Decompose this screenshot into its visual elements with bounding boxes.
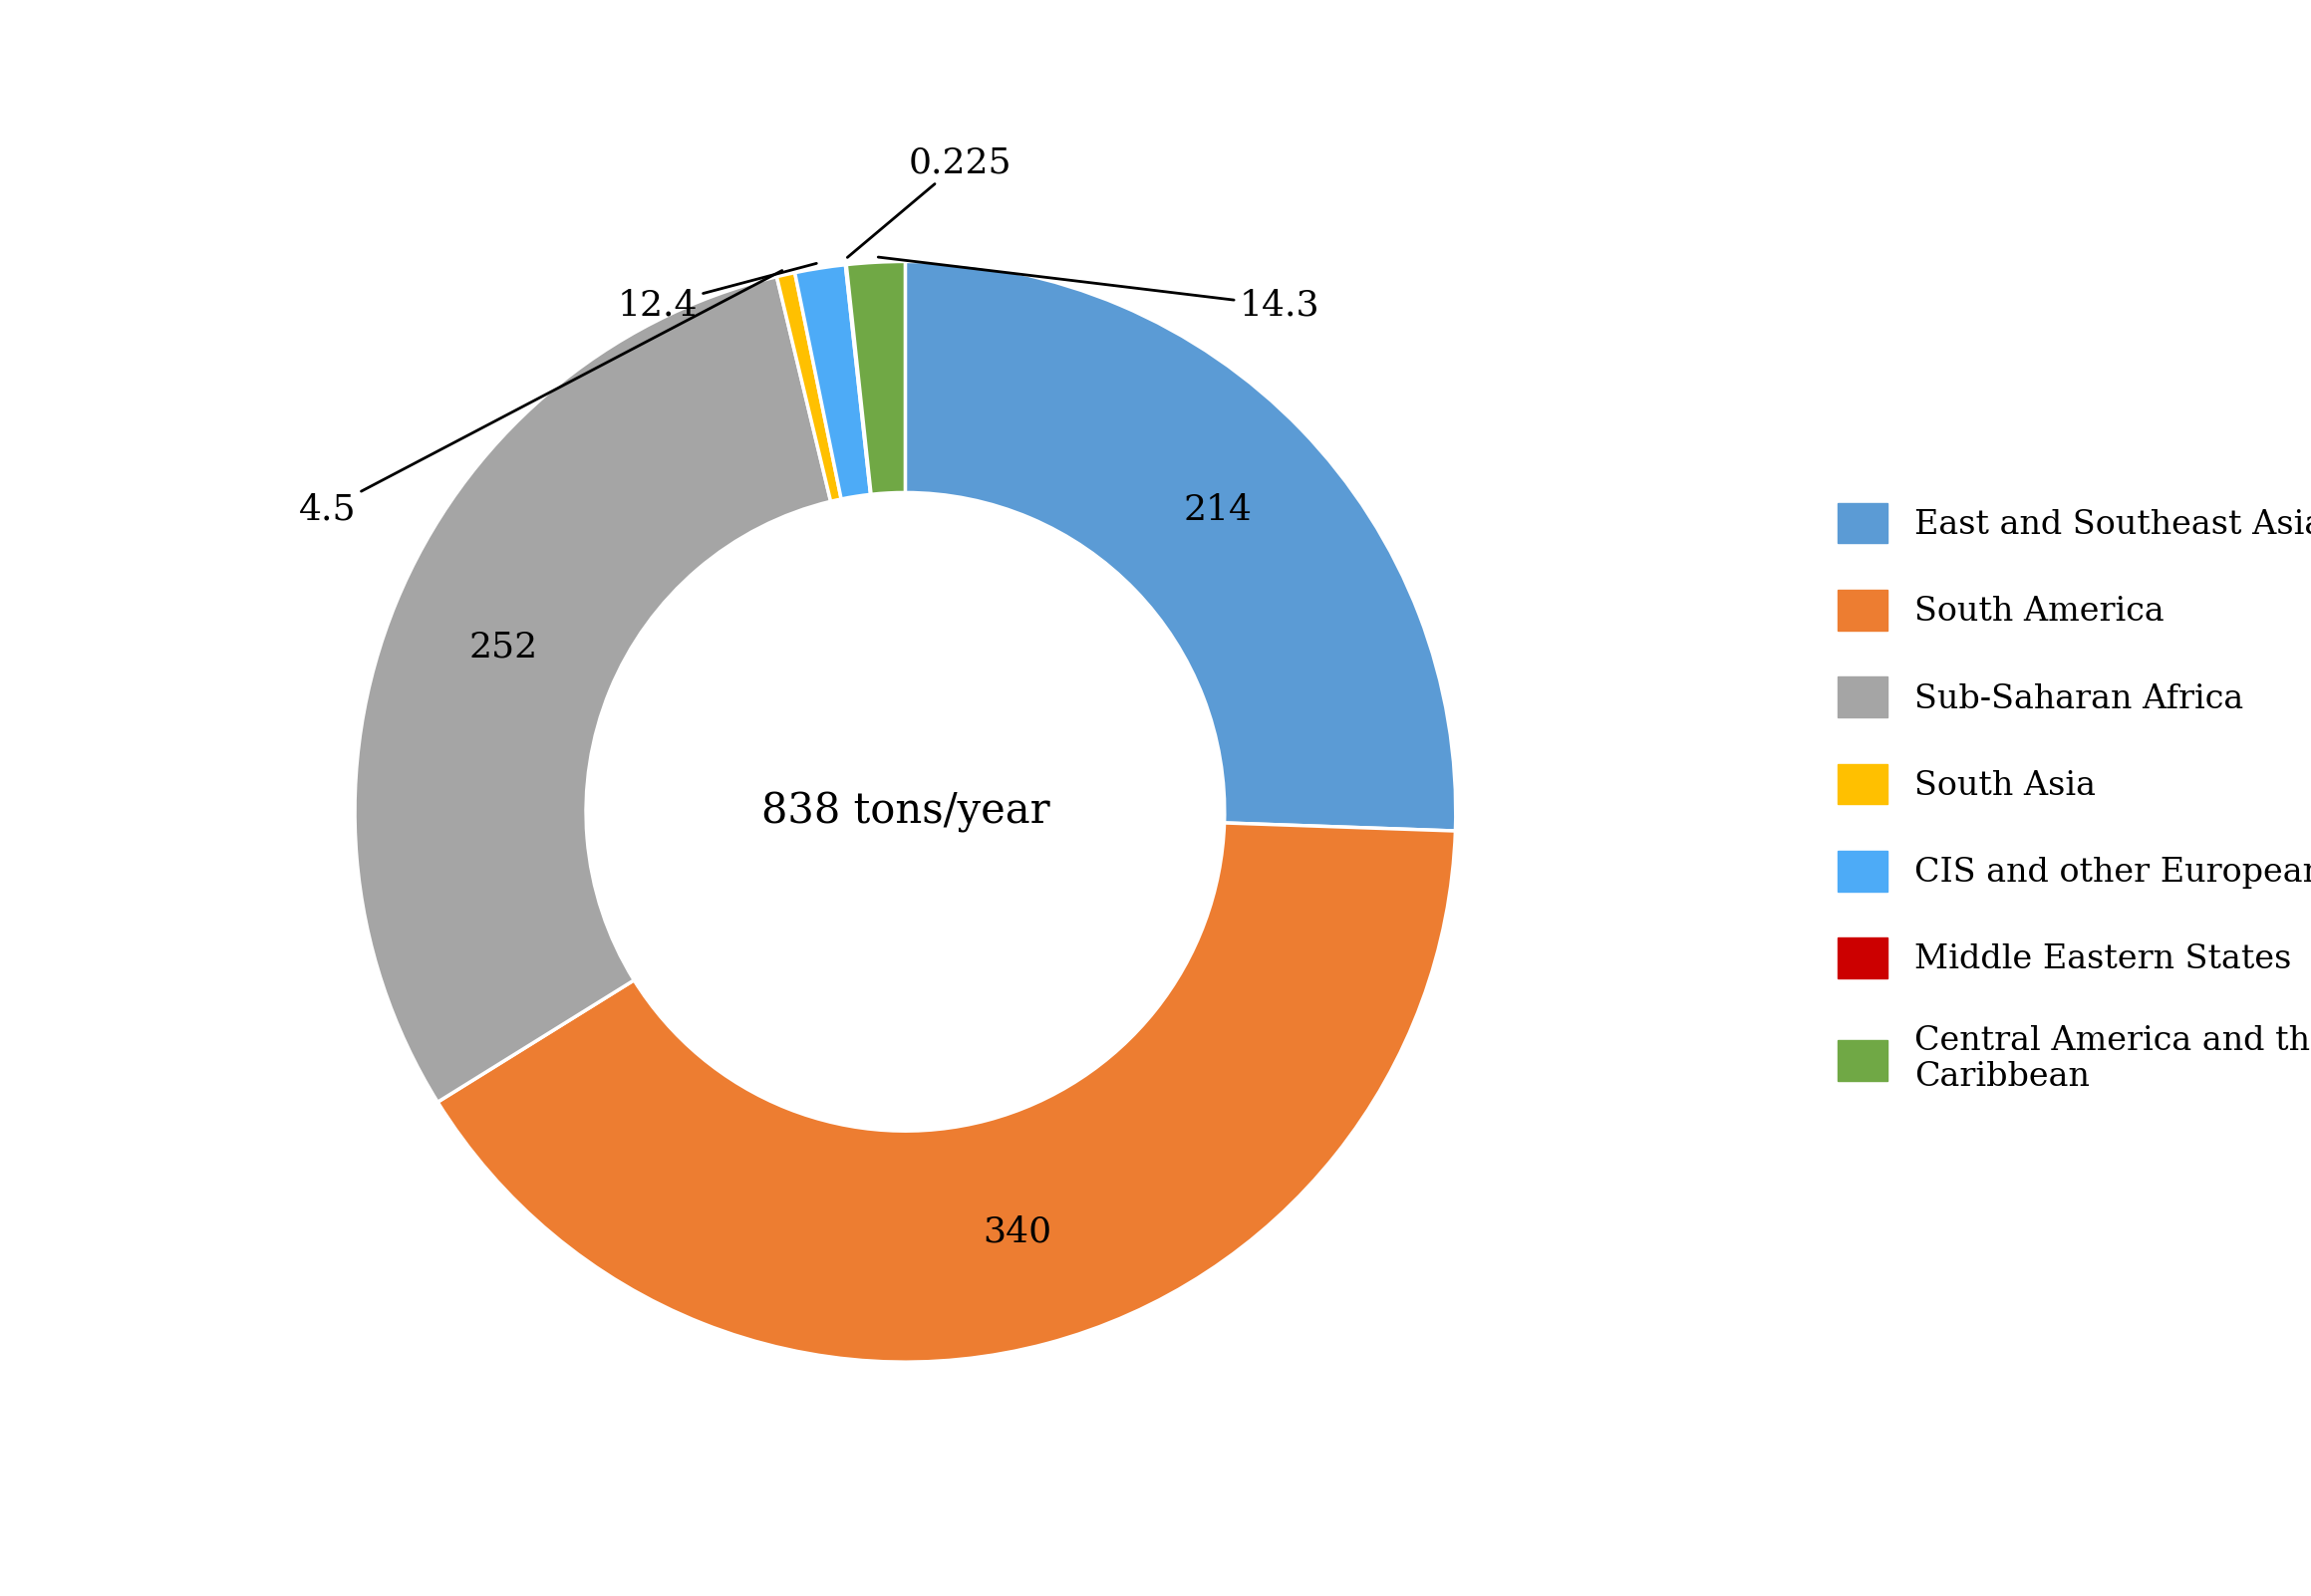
Wedge shape bbox=[776, 273, 841, 501]
Legend: East and Southeast Asia, South America, Sub-Saharan Africa, South Asia, CIS and : East and Southeast Asia, South America, … bbox=[1837, 503, 2311, 1093]
Text: 252: 252 bbox=[469, 630, 538, 664]
Text: 12.4: 12.4 bbox=[617, 263, 816, 322]
Wedge shape bbox=[795, 265, 871, 500]
Wedge shape bbox=[356, 276, 830, 1103]
Text: 340: 340 bbox=[982, 1215, 1052, 1248]
Wedge shape bbox=[846, 262, 906, 495]
Text: 838 tons/year: 838 tons/year bbox=[760, 792, 1049, 833]
Text: 214: 214 bbox=[1183, 493, 1253, 527]
Wedge shape bbox=[906, 262, 1456, 832]
Text: 14.3: 14.3 bbox=[878, 257, 1320, 322]
Wedge shape bbox=[437, 824, 1456, 1361]
Wedge shape bbox=[846, 265, 871, 495]
Text: 4.5: 4.5 bbox=[298, 270, 781, 527]
Text: 0.225: 0.225 bbox=[848, 145, 1012, 257]
